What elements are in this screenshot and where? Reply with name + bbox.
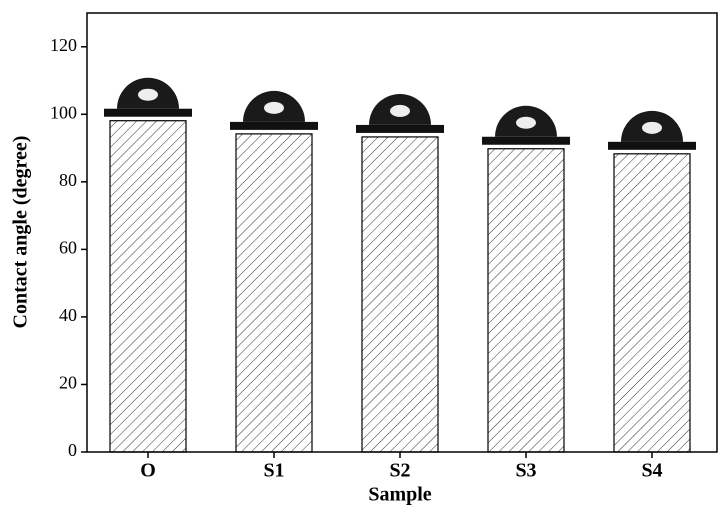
bar: [487, 148, 565, 453]
x-tick-label: S1: [263, 460, 284, 482]
bar: [109, 120, 187, 453]
y-tick-label: 20: [59, 373, 77, 393]
droplet-image: [230, 90, 318, 130]
x-tick-label: S4: [641, 460, 662, 482]
droplet-image: [608, 110, 696, 150]
x-tick-label: O: [140, 460, 156, 482]
x-tick-label: S3: [515, 460, 536, 482]
bar: [361, 136, 439, 453]
y-tick-label: 0: [68, 440, 77, 460]
y-tick-label: 120: [50, 35, 77, 55]
x-tick-label: S2: [389, 460, 410, 482]
bar: [235, 133, 313, 453]
droplet-image: [104, 77, 192, 117]
droplet-image: [356, 93, 444, 133]
bar: [613, 153, 691, 453]
y-tick-label: 40: [59, 305, 77, 325]
droplet-image: [482, 105, 570, 145]
y-axis-label: Contact angle (degree): [10, 136, 32, 329]
x-axis-label: Sample: [368, 484, 431, 506]
y-tick-label: 80: [59, 170, 77, 190]
y-tick-label: 60: [59, 238, 77, 258]
y-tick-label: 100: [50, 102, 77, 122]
